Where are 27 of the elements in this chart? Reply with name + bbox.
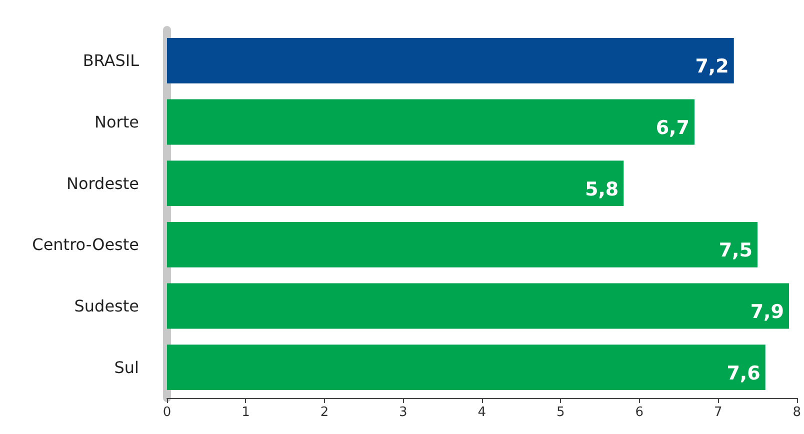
- data-label: 6,7: [656, 117, 690, 139]
- y-tick-label: Sul: [114, 358, 139, 377]
- data-label: 5,8: [584, 178, 619, 200]
- x-tick-label: 4: [478, 405, 486, 420]
- bar: [167, 38, 734, 84]
- x-tick-label: 0: [162, 405, 172, 420]
- bar: [167, 160, 624, 206]
- data-label: 7,6: [726, 362, 760, 384]
- x-tick-label: 3: [399, 405, 408, 420]
- x-tick-label: 1: [242, 405, 250, 420]
- x-tick-label: 8: [792, 405, 802, 420]
- data-label: 7,9: [750, 301, 784, 323]
- y-tick-label: Nordeste: [66, 174, 139, 193]
- y-tick-label: Sudeste: [74, 296, 139, 316]
- y-tick-label: Norte: [94, 112, 139, 132]
- bar: [167, 99, 695, 145]
- bar: [167, 344, 766, 390]
- data-label: 7,5: [718, 240, 752, 262]
- x-tick-label: 7: [714, 405, 722, 420]
- bar: [167, 283, 789, 329]
- x-tick-label: 5: [556, 405, 565, 420]
- bar: [167, 222, 758, 268]
- y-tick-label: BRASIL: [82, 51, 140, 70]
- y-tick-label: Centro-Oeste: [32, 235, 139, 254]
- x-tick-label: 2: [320, 405, 329, 420]
- x-tick-label: 6: [635, 405, 644, 420]
- data-label: 7,2: [695, 56, 729, 78]
